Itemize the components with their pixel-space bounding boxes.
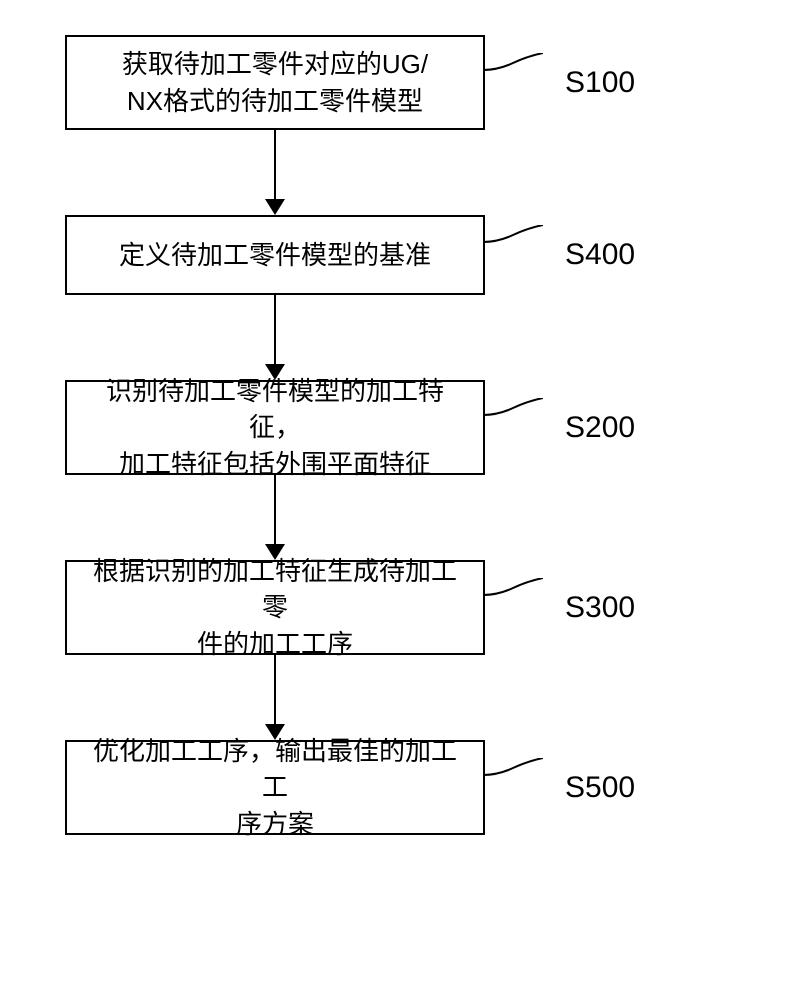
arrow-line <box>274 295 276 365</box>
step-label-s400: S400 <box>565 238 635 272</box>
step-box-s300: 根据识别的加工特征生成待加工零件的加工工序 <box>65 560 485 655</box>
connector-curve <box>483 398 543 433</box>
flowchart-arrow <box>65 130 485 215</box>
connector-curve <box>483 578 543 613</box>
step-text: 获取待加工零件对应的UG/NX格式的待加工零件模型 <box>122 46 428 119</box>
step-text: 定义待加工零件模型的基准 <box>119 237 431 273</box>
step-label-s200: S200 <box>565 411 635 445</box>
step-label-s100: S100 <box>565 66 635 100</box>
flowchart-arrow <box>65 475 485 560</box>
connector-curve <box>483 225 543 260</box>
step-label-s300: S300 <box>565 591 635 625</box>
flowchart-step: 根据识别的加工特征生成待加工零件的加工工序 S300 <box>65 560 725 655</box>
arrow-line <box>274 655 276 725</box>
arrow-head-icon <box>265 199 285 215</box>
step-box-s500: 优化加工工序，输出最佳的加工工序方案 <box>65 740 485 835</box>
connector-curve <box>483 758 543 793</box>
step-box-s200: 识别待加工零件模型的加工特征，加工特征包括外围平面特征 <box>65 380 485 475</box>
flowchart-step: 获取待加工零件对应的UG/NX格式的待加工零件模型 S100 <box>65 35 725 130</box>
arrow-line <box>274 475 276 545</box>
step-text: 根据识别的加工特征生成待加工零件的加工工序 <box>81 553 469 662</box>
step-text: 优化加工工序，输出最佳的加工工序方案 <box>81 733 469 842</box>
flowchart-arrow <box>65 295 485 380</box>
flowchart-step: 定义待加工零件模型的基准 S400 <box>65 215 725 295</box>
flowchart-container: 获取待加工零件对应的UG/NX格式的待加工零件模型 S100 定义待加工零件模型… <box>65 35 725 835</box>
flowchart-arrow <box>65 655 485 740</box>
step-box-s400: 定义待加工零件模型的基准 <box>65 215 485 295</box>
step-box-s100: 获取待加工零件对应的UG/NX格式的待加工零件模型 <box>65 35 485 130</box>
flowchart-step: 识别待加工零件模型的加工特征，加工特征包括外围平面特征 S200 <box>65 380 725 475</box>
flowchart-step: 优化加工工序，输出最佳的加工工序方案 S500 <box>65 740 725 835</box>
arrow-line <box>274 130 276 200</box>
step-label-s500: S500 <box>565 771 635 805</box>
step-text: 识别待加工零件模型的加工特征，加工特征包括外围平面特征 <box>81 373 469 482</box>
connector-curve <box>483 53 543 88</box>
